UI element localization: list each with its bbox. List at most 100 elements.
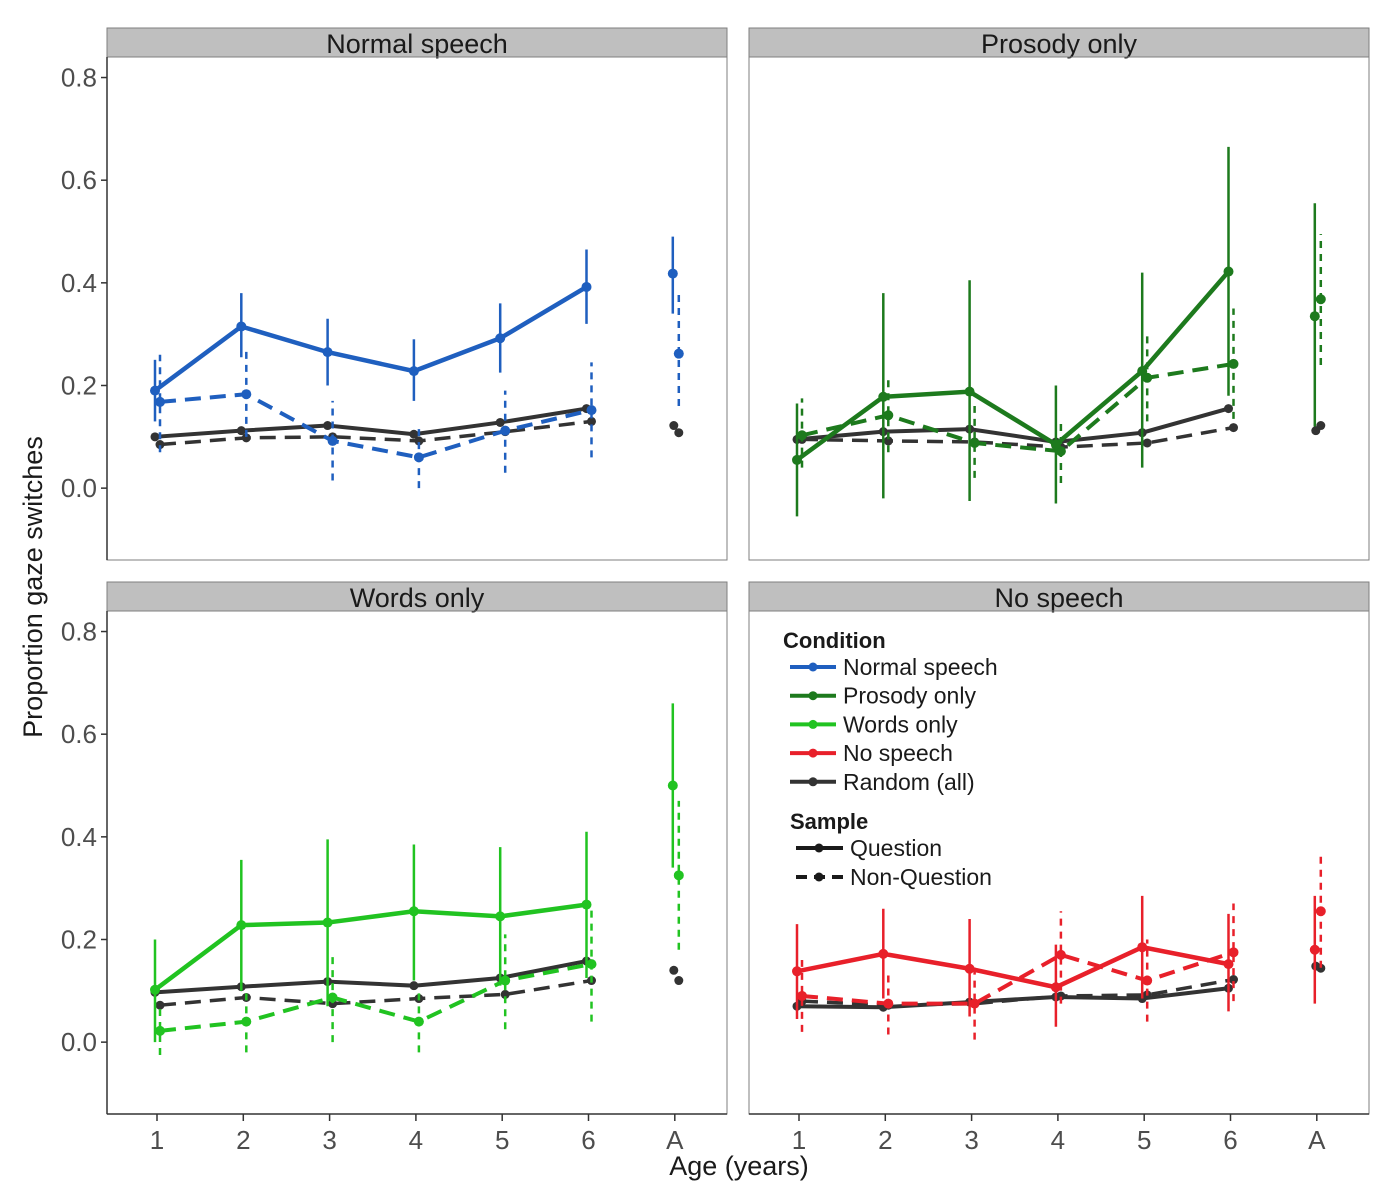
non-question-point (413, 1016, 424, 1027)
question-point (878, 948, 889, 959)
y-tick-label: 0.0 (61, 473, 97, 503)
random-non-question-point (414, 436, 424, 446)
non-question-point (883, 998, 894, 1009)
x-axis-layer: 1 2 3 4 5 6 A 1 2 3 4 5 6 A (107, 1113, 1369, 1155)
question-point (964, 386, 975, 397)
legend-sample-label: Non-Question (850, 864, 992, 890)
legend-condition-label: Normal speech (843, 654, 998, 680)
x-tick-label: 5 (1137, 1125, 1151, 1155)
question-point (964, 963, 975, 974)
random-non-question-point (155, 440, 165, 450)
legend-condition-swatch-point (808, 662, 818, 672)
legend-condition-label: Words only (843, 711, 958, 737)
random-non-question-point (155, 1000, 165, 1010)
x-tick-label: 6 (1223, 1125, 1237, 1155)
non-question-point (155, 1025, 165, 1036)
panel-border (748, 610, 1370, 1115)
random-question-line (796, 986, 1229, 1010)
non-question-point (586, 405, 597, 416)
question-point (581, 281, 592, 292)
non-question-line (801, 950, 1235, 1006)
question-point (1050, 982, 1061, 993)
legend-condition-swatch-point (808, 748, 818, 758)
random-non-question-point (883, 436, 893, 446)
x-tick-label: 1 (792, 1125, 806, 1155)
legend-condition-swatch-point (808, 691, 818, 701)
question-adult-point (1309, 944, 1320, 955)
non-question-point (413, 452, 424, 463)
non-question-point (797, 430, 807, 441)
non-question-line (159, 392, 592, 460)
legend-condition-label: Prosody only (843, 683, 976, 709)
question-point (878, 391, 889, 402)
non-question-adult-point (673, 348, 684, 359)
question-point (495, 333, 506, 344)
legend-sample-swatch-point (814, 843, 824, 853)
non-question-point (500, 425, 511, 436)
non-question-point (797, 990, 807, 1001)
random-question-point (495, 417, 505, 427)
question-line (153, 285, 588, 393)
panel-strip (748, 27, 1370, 58)
question-point (236, 920, 247, 931)
panel-title: No speech (994, 583, 1123, 613)
panel-normal-speech: Normal speech (106, 27, 728, 561)
legend-sample-label: Question (850, 835, 942, 861)
question-point (495, 911, 506, 922)
non-question-point (969, 998, 980, 1009)
legend-sample-swatch-point (814, 872, 824, 882)
panel-strip (748, 581, 1370, 612)
x-tick-label: 4 (409, 1125, 423, 1155)
non-question-point (1142, 975, 1153, 986)
question-point (150, 385, 160, 396)
non-question-adult-point (1315, 294, 1326, 305)
question-point (1050, 439, 1061, 450)
non-question-adult-point (1315, 906, 1326, 917)
random-non-question-point (1229, 423, 1238, 433)
question-point (236, 321, 247, 332)
random-question-line (154, 406, 587, 439)
question-point (1137, 366, 1148, 377)
non-question-point (883, 410, 894, 421)
random-question-line (796, 406, 1230, 444)
y-tick-label: 0.4 (61, 268, 97, 298)
question-point (322, 917, 333, 928)
x-axis-title: Age (years) (669, 1151, 809, 1181)
non-question-point (327, 435, 338, 446)
non-question-point (500, 975, 511, 986)
x-tick-label: A (1308, 1125, 1326, 1155)
non-question-point (969, 437, 980, 448)
panel-strip (106, 27, 728, 58)
question-point (1223, 266, 1234, 277)
y-tick-label: 0.4 (61, 822, 97, 852)
random-question-point (236, 426, 246, 436)
random-non-question-line (159, 978, 592, 1007)
y-tick-label: 0.6 (61, 165, 97, 195)
non-question-point (1055, 949, 1066, 960)
random-non-question-point (1142, 438, 1152, 448)
panel-title: Normal speech (326, 29, 508, 59)
question-adult-point (1309, 311, 1320, 322)
question-point (1137, 942, 1148, 953)
question-point (792, 966, 802, 977)
y-tick-label: 0.0 (61, 1027, 97, 1057)
non-question-line (159, 962, 592, 1033)
random-non-question-point (241, 433, 251, 443)
question-line (796, 944, 1229, 990)
question-point (408, 906, 419, 917)
panel-strip (106, 581, 728, 612)
question-line (153, 902, 587, 992)
non-question-point (327, 992, 338, 1003)
random-non-question-point (500, 989, 510, 999)
legend-condition-swatch-point (808, 777, 818, 787)
panel-border (106, 610, 728, 1115)
question-point (322, 347, 333, 358)
random-question-point (1224, 404, 1233, 414)
question-point (408, 366, 419, 377)
question-point (150, 984, 160, 995)
question-line (795, 270, 1231, 462)
non-question-point (1228, 947, 1239, 958)
